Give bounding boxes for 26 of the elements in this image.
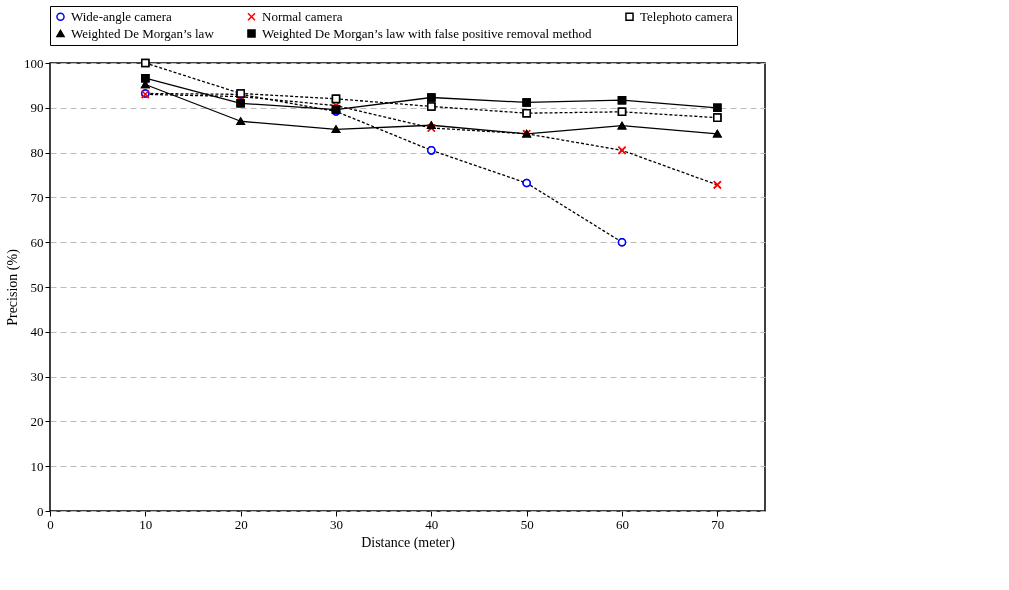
y-tick-label: 10 [30,458,44,474]
legend-label: Weighted De Morgan’s law with false positive removal method [262,25,592,41]
y-axis-title: Precision (%) [5,248,21,326]
legend-label: Weighted De Morgan’s law [71,25,215,41]
x-tick-label: 70 [711,516,725,532]
x-tick-label: 0 [47,516,54,532]
legend-label: Wide-angle camera [71,8,173,24]
y-tick-label: 20 [30,413,44,429]
y-tick-label: 100 [24,55,44,71]
y-tick-label: 90 [30,100,44,116]
x-tick-label: 60 [616,516,629,532]
y-tick-label: 60 [30,234,44,250]
y-tick-label: 0 [37,503,44,519]
legend-label: Normal camera [262,8,343,24]
x-tick-label: 50 [520,516,534,532]
y-tick-label: 50 [30,279,44,295]
y-tick-label: 30 [30,369,44,385]
y-tick-label: 40 [30,324,44,340]
x-axis-title: Distance (meter) [361,534,456,551]
legend-label: Telephoto camera [640,8,733,24]
y-tick-label: 70 [30,189,44,205]
y-tick-label: 80 [30,145,44,161]
x-tick-label: 20 [234,516,248,532]
x-tick-label: 40 [425,516,439,532]
x-tick-label: 30 [330,516,343,532]
x-tick-label: 10 [139,516,153,532]
